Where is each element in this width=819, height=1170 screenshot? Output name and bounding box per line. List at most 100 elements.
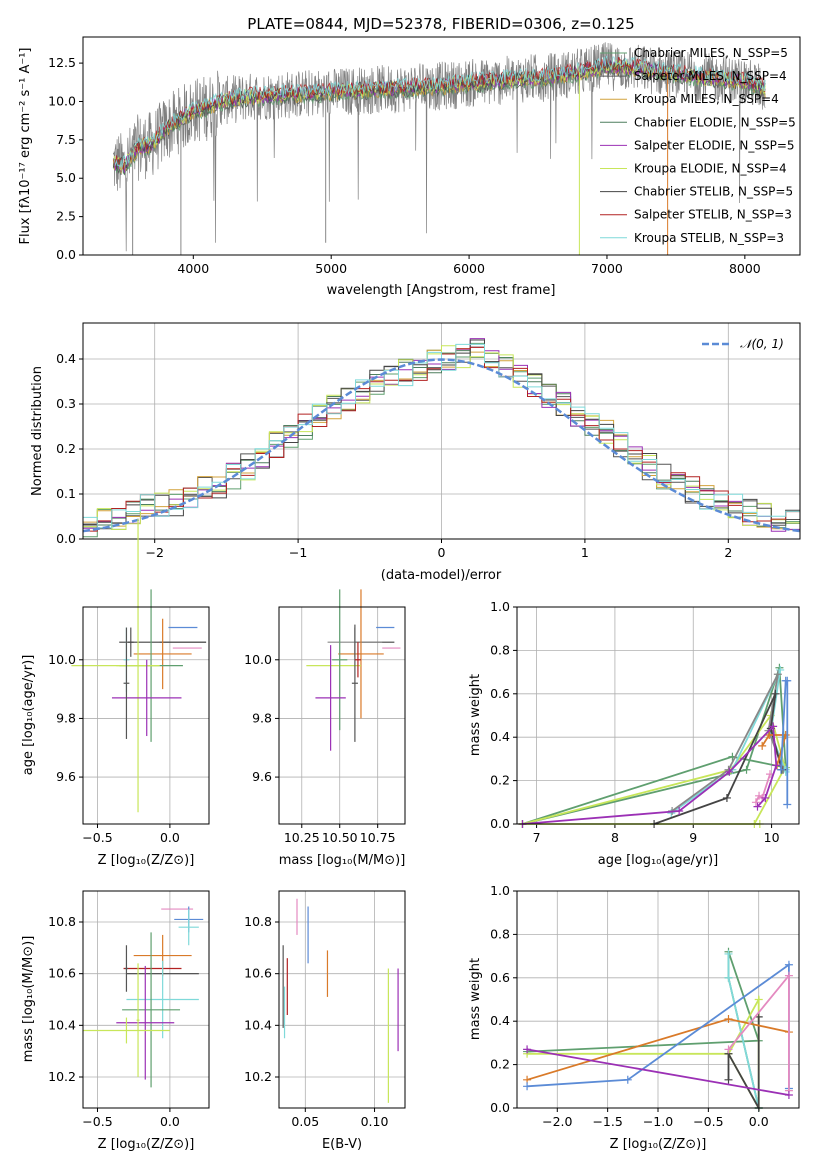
errorbar-point — [83, 1017, 170, 1044]
y-tick-label: 12.5 — [48, 55, 76, 70]
spectrum-panel: 4000 5000 6000 7000 8000 0.0 2.5 5.0 7.5 10.0 12.5… — [18, 36, 801, 298]
x-tick-label: 7 — [533, 830, 541, 845]
x-tick-label: 10 — [764, 830, 780, 845]
errorbar-point — [133, 618, 192, 690]
mass-z-xlabel: Z [log₁₀(Z/Z⊙)] — [98, 1137, 195, 1152]
x-tick-label: 10.75 — [360, 830, 396, 845]
residuals-xlabel: (data-model)/error — [381, 568, 502, 583]
mass-weight-marker — [773, 670, 782, 679]
mass-weight-marker — [771, 689, 780, 698]
y-tick-label: 0.8 — [490, 926, 510, 941]
mass-weight-marker — [523, 1082, 532, 1091]
x-tick-label: 2 — [724, 545, 732, 560]
mw-z-ylabel: mass weight — [468, 958, 483, 1040]
y-tick-label: 10.0 — [48, 93, 76, 108]
y-tick-label: 5.0 — [56, 170, 76, 185]
mass-weight-line — [522, 667, 787, 825]
errorbar-point — [126, 960, 199, 1039]
age-mass-panel: 10.25 10.50 10.75 9.6 9.8 10.0 mass [log₁₀(M/… — [244, 589, 406, 868]
x-tick-label: −0.5 — [82, 1114, 112, 1129]
mass-ebv-plot-area: 0.05 0.10 10.2 10.4 10.6 10.8 — [244, 891, 405, 1129]
y-tick-label: 10.4 — [48, 1017, 76, 1032]
mass-weight-marker — [758, 741, 767, 750]
mass-weight-marker — [769, 722, 778, 731]
mass-weight-line — [653, 693, 783, 825]
mass-weight-line — [527, 996, 760, 1112]
x-tick-label: 8000 — [729, 261, 761, 276]
mass-ebv-xlabel: E(B-V) — [322, 1137, 362, 1152]
mw-z-panel: −2.0 −1.5 −1.0 −0.5 0.0 0.0 0.2 0.4 0.6 0.8 1.0 Z … — [468, 883, 800, 1152]
residuals-frame — [82, 322, 801, 540]
mass-z-frame — [82, 890, 210, 1109]
mass-weight-marker — [724, 1075, 733, 1084]
mass-weight-marker — [776, 665, 785, 674]
y-tick-label: 1.0 — [490, 883, 510, 898]
x-tick-label: 0.10 — [361, 1114, 389, 1129]
mass-z-panel: −0.5 0.010.210.410.610.8 Z [log₁₀(Z/Z⊙)] … — [21, 890, 210, 1152]
residuals-plot-area: −2 −1 0 1 2 0.0 0.1 0.2 0.3 0.4 — [56, 323, 801, 560]
x-tick-label: 9 — [689, 830, 697, 845]
mass-weight-marker — [754, 995, 763, 1004]
x-tick-label: 0.0 — [160, 830, 180, 845]
y-tick-label: 0.3 — [56, 396, 76, 411]
mass-weight-marker — [776, 765, 785, 774]
y-tick-label: 0.2 — [490, 1057, 510, 1072]
x-tick-label: −1.0 — [643, 1114, 673, 1129]
spectrum-frame — [82, 36, 801, 256]
age-z-ylabel: age [log₁₀(age/yr)] — [21, 655, 36, 776]
x-tick-label: 8 — [611, 830, 619, 845]
mass-weight-marker — [724, 949, 733, 958]
residuals-legend-label: 𝒩(0, 1) — [740, 337, 784, 351]
x-tick-label: −2 — [145, 545, 163, 560]
mw-age-frame — [516, 606, 800, 825]
x-tick-label: 10.50 — [322, 830, 358, 845]
figure-title: PLATE=0844, MJD=52378, FIBERID=0306, z=0… — [247, 15, 634, 33]
errorbar-point — [354, 642, 361, 678]
mass-weight-marker — [783, 676, 792, 685]
mass-weight-marker — [751, 798, 760, 807]
y-tick-label: 10.8 — [48, 914, 76, 929]
spectrum-legend-label: Chabrier STELIB, N_SSP=5 — [634, 185, 793, 199]
residuals-ylabel: Normed distribution — [30, 366, 45, 496]
mass-weight-marker — [722, 793, 731, 802]
spectrum-legend-label: Salpeter ELODIE, N_SSP=5 — [634, 138, 795, 152]
mass-weight-marker — [784, 1090, 793, 1099]
y-tick-label: 0.4 — [490, 1013, 510, 1028]
mass-ebv-panel: 0.05 0.10 10.2 10.4 10.6 10.8 E(B-V) — [244, 890, 406, 1152]
y-tick-label: 9.8 — [56, 710, 76, 725]
mass-weight-marker — [724, 973, 733, 982]
age-z-plot-area: −0.5 0.0 9.6 9.8 10.0 — [48, 519, 209, 845]
y-tick-label: 0.2 — [490, 773, 510, 788]
y-tick-label: 10.2 — [244, 1069, 272, 1084]
x-tick-label: −1 — [289, 545, 307, 560]
mw-z-xlabel: Z [log₁₀(Z/Z⊙)] — [610, 1137, 707, 1152]
x-tick-label: −2.0 — [542, 1114, 572, 1129]
y-tick-label: 10.2 — [48, 1069, 76, 1084]
y-tick-label: 10.4 — [244, 1017, 272, 1032]
mass-weight-line — [727, 1016, 760, 1112]
mw-age-plot-area: 7 8 9 10 0.0 0.2 0.4 0.6 0.8 1.0 — [490, 599, 799, 845]
errorbar-point — [116, 965, 175, 1080]
x-tick-label: 0.05 — [291, 1114, 319, 1129]
x-tick-label: 7000 — [591, 261, 623, 276]
mass-weight-marker — [724, 1045, 733, 1054]
errorbar-point — [116, 519, 160, 813]
y-tick-label: 10.0 — [48, 652, 76, 667]
errorbar-point — [315, 645, 346, 751]
errorbar-point — [338, 589, 384, 719]
y-tick-label: 0.0 — [490, 816, 510, 831]
x-tick-label: 0 — [438, 545, 446, 560]
normal-reference-curve — [82, 358, 801, 533]
y-tick-label: 10.8 — [244, 914, 272, 929]
x-tick-label: 4000 — [177, 261, 209, 276]
y-tick-label: 10.6 — [244, 966, 272, 981]
y-tick-label: 1.0 — [490, 599, 510, 614]
errorbar-point — [122, 932, 181, 1088]
age-mass-plot-area: 10.25 10.50 10.75 9.6 9.8 10.0 — [244, 589, 405, 845]
errorbar-point — [136, 963, 140, 1077]
x-tick-label: 0.0 — [749, 1114, 769, 1129]
y-tick-label: 0.1 — [56, 486, 76, 501]
mass-weight-marker — [765, 731, 774, 740]
y-tick-label: 0.4 — [490, 729, 510, 744]
mass-z-plot-area: −0.5 0.0 10.2 10.4 10.6 10.8 — [48, 891, 209, 1129]
